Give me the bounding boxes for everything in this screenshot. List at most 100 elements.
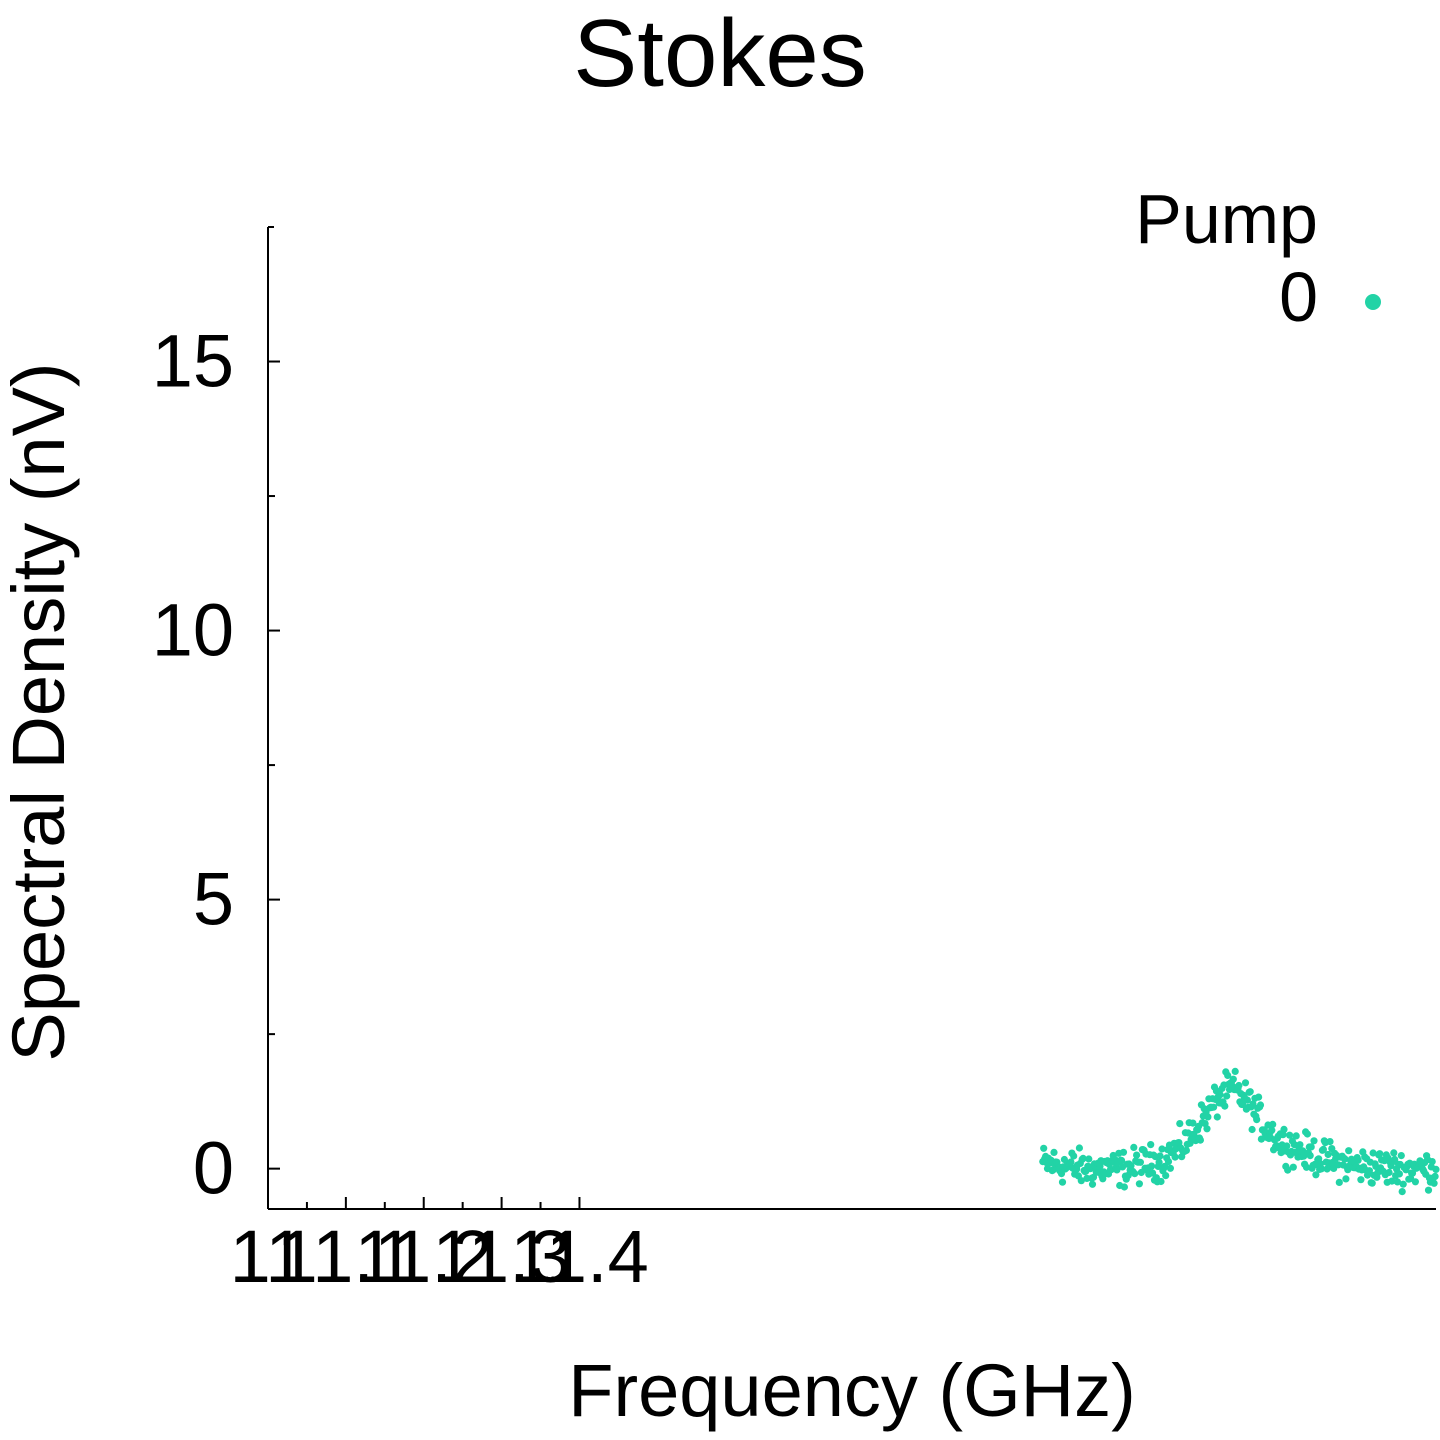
data-point [1156, 1152, 1164, 1160]
data-point [1319, 1145, 1327, 1153]
data-point [1182, 1146, 1190, 1154]
legend-marker [1365, 294, 1381, 310]
data-point [1118, 1156, 1126, 1165]
data-point [1342, 1175, 1350, 1183]
data-point [1216, 1091, 1224, 1099]
data-point [1157, 1177, 1165, 1186]
data-point [1164, 1158, 1173, 1166]
data-point [1310, 1137, 1318, 1145]
data-point [1268, 1126, 1276, 1134]
data-point [1229, 1075, 1237, 1083]
data-point [1269, 1120, 1277, 1128]
y-axis: 0 5 10 15 [152, 226, 280, 1210]
series-points [1039, 1067, 1440, 1196]
data-point [1335, 1178, 1343, 1186]
data-point [1088, 1180, 1097, 1188]
data-point [1357, 1176, 1365, 1184]
data-point [1326, 1138, 1334, 1146]
data-point [1376, 1150, 1384, 1158]
y-tick-label: 5 [193, 858, 234, 941]
data-point [1257, 1135, 1265, 1143]
data-point [1127, 1162, 1135, 1170]
y-tick-label: 15 [152, 320, 234, 403]
data-point [1283, 1142, 1291, 1150]
chart-title: Stokes [573, 0, 866, 107]
x-axis-label: Frequency (GHz) [568, 1349, 1135, 1432]
data-point [1231, 1067, 1239, 1075]
data-point [1204, 1113, 1212, 1121]
data-point [1113, 1166, 1121, 1174]
data-point [1307, 1143, 1315, 1151]
data-point [1369, 1149, 1377, 1157]
data-point [1398, 1188, 1406, 1196]
data-point [1136, 1158, 1144, 1166]
data-point [1345, 1147, 1353, 1155]
data-point [1306, 1152, 1314, 1160]
data-point [1289, 1163, 1297, 1171]
data-point [1428, 1158, 1436, 1166]
legend: Pump 0 [1135, 180, 1381, 336]
data-point [1133, 1151, 1141, 1159]
data-point [1067, 1158, 1075, 1166]
data-point [1196, 1136, 1204, 1144]
legend-title: Pump [1135, 180, 1318, 258]
data-point [1390, 1149, 1398, 1157]
data-point [1395, 1170, 1403, 1178]
data-point [1385, 1168, 1393, 1177]
data-point [1158, 1145, 1166, 1153]
x-tick-label: 11.2 [354, 1215, 493, 1298]
data-point [1155, 1158, 1163, 1166]
data-point [1241, 1079, 1250, 1087]
data-point [1341, 1155, 1349, 1163]
data-point [1079, 1154, 1087, 1162]
data-point [1085, 1155, 1093, 1163]
data-point [1255, 1093, 1263, 1101]
data-point [1058, 1178, 1067, 1186]
data-point [1312, 1171, 1320, 1179]
data-point [1430, 1179, 1438, 1187]
data-point [1130, 1143, 1138, 1151]
data-point [1075, 1144, 1083, 1152]
y-axis-label: Spectral Density (nV) [0, 362, 80, 1061]
data-point [1135, 1180, 1143, 1188]
data-point [1213, 1113, 1221, 1121]
data-point [1424, 1186, 1433, 1194]
data-point [1166, 1164, 1174, 1172]
data-point [1303, 1130, 1311, 1138]
data-point [1391, 1155, 1399, 1164]
x-tick-label: 11.4 [510, 1215, 649, 1298]
data-point [1131, 1170, 1139, 1178]
data-point [1210, 1103, 1218, 1111]
x-tick-label: 11 [230, 1215, 307, 1298]
legend-entry-label: 0 [1279, 258, 1318, 336]
data-point [1286, 1131, 1294, 1139]
data-point [1408, 1169, 1417, 1177]
data-point [1368, 1179, 1376, 1187]
data-point [1223, 1092, 1231, 1100]
data-point [1224, 1071, 1232, 1079]
x-tick-label: 11.1 [277, 1215, 416, 1298]
data-point [1070, 1152, 1078, 1160]
data-point [1147, 1141, 1155, 1149]
data-point [1243, 1096, 1251, 1104]
data-point [1246, 1088, 1254, 1096]
data-point [1221, 1102, 1229, 1110]
data-point [1397, 1152, 1405, 1160]
data-point [1176, 1120, 1184, 1128]
data-point [1119, 1148, 1128, 1156]
data-point [1302, 1163, 1311, 1171]
data-point [1388, 1177, 1396, 1185]
data-point [1299, 1147, 1307, 1155]
data-point [1162, 1172, 1170, 1180]
data-point [1399, 1180, 1407, 1188]
data-point [1432, 1165, 1440, 1173]
data-point [1077, 1177, 1085, 1185]
data-point [1411, 1178, 1419, 1186]
data-point [1284, 1166, 1292, 1174]
data-point [1040, 1144, 1048, 1152]
data-point [1120, 1183, 1128, 1191]
y-tick-label: 0 [193, 1127, 234, 1210]
data-point [1256, 1101, 1265, 1109]
data-point [1171, 1153, 1179, 1161]
